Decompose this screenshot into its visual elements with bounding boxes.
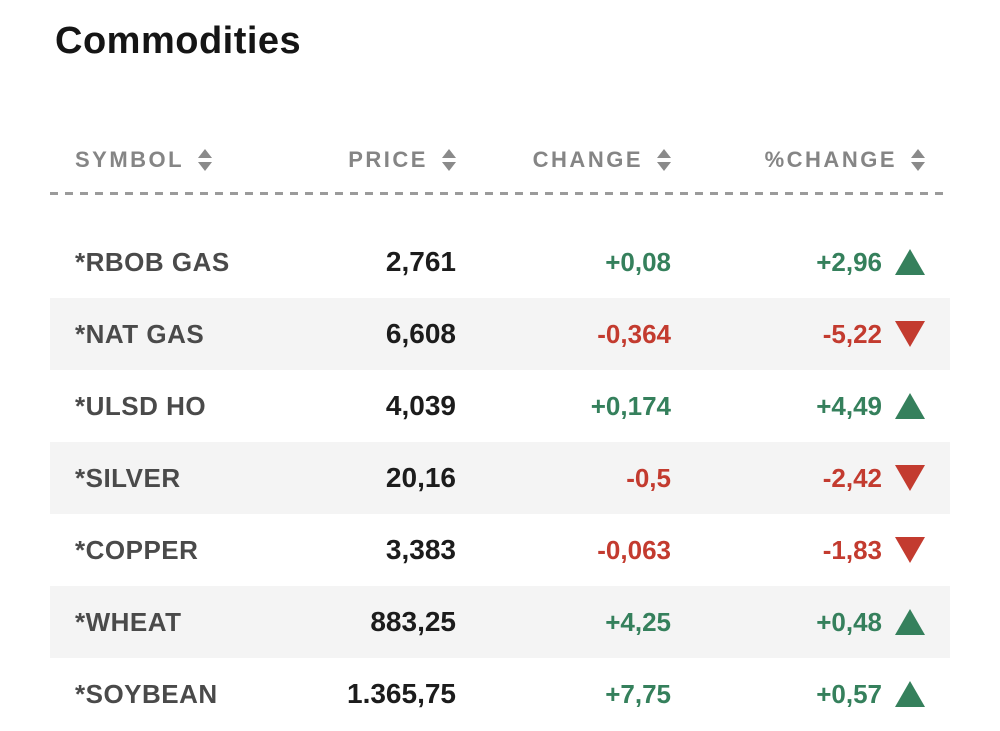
change-value: +4,25: [605, 606, 671, 637]
symbol-cell: *COPPER: [50, 514, 290, 586]
change-cell: +7,75: [460, 658, 675, 730]
trend-down-icon: [895, 321, 925, 347]
change-value: +7,75: [605, 678, 671, 709]
column-header-price-label: PRICE: [348, 147, 428, 172]
table-body: *RBOB GAS 2,761 +0,08 +2,96 *NAT GAS 6,6…: [50, 226, 950, 730]
sort-icon[interactable]: [657, 149, 671, 171]
price-cell: 3,383: [290, 514, 460, 586]
price-value: 4,039: [385, 390, 456, 421]
column-header-pct-change[interactable]: %CHANGE: [675, 128, 950, 192]
pct-change-cell: -1,83: [675, 514, 950, 586]
price-cell: 1.365,75: [290, 658, 460, 730]
trend-up-icon: [895, 393, 925, 419]
pct-change-value: +4,49: [816, 390, 882, 421]
change-value: +0,08: [605, 246, 671, 277]
price-cell: 883,25: [290, 586, 460, 658]
table-row[interactable]: *COPPER 3,383 -0,063 -1,83: [50, 514, 950, 586]
price-cell: 20,16: [290, 442, 460, 514]
pct-change-cell: +0,57: [675, 658, 950, 730]
page-title: Commodities: [55, 20, 302, 62]
pct-change-value: -1,83: [822, 534, 882, 565]
pct-change-cell: +4,49: [675, 370, 950, 442]
pct-change-value: -2,42: [822, 462, 882, 493]
pct-change-value: +0,48: [816, 606, 882, 637]
symbol-label: *SILVER: [75, 462, 181, 493]
change-cell: -0,364: [460, 298, 675, 370]
price-value: 1.365,75: [347, 678, 456, 709]
change-value: +0,174: [590, 390, 671, 421]
commodities-table: SYMBOL PRICE CHANGE %CHANGE *RBOB GAS 2,…: [50, 128, 950, 730]
trend-up-icon: [895, 249, 925, 275]
symbol-label: *WHEAT: [75, 606, 182, 637]
pct-change-value: -5,22: [822, 318, 882, 349]
table-row[interactable]: *NAT GAS 6,608 -0,364 -5,22: [50, 298, 950, 370]
table-row[interactable]: *ULSD HO 4,039 +0,174 +4,49: [50, 370, 950, 442]
price-value: 883,25: [370, 606, 456, 637]
change-cell: +0,174: [460, 370, 675, 442]
table-row[interactable]: *SILVER 20,16 -0,5 -2,42: [50, 442, 950, 514]
symbol-cell: *SOYBEAN: [50, 658, 290, 730]
symbol-cell: *WHEAT: [50, 586, 290, 658]
change-cell: -0,063: [460, 514, 675, 586]
symbol-cell: *RBOB GAS: [50, 226, 290, 298]
table-row[interactable]: *RBOB GAS 2,761 +0,08 +2,96: [50, 226, 950, 298]
pct-change-cell: -2,42: [675, 442, 950, 514]
symbol-label: *RBOB GAS: [75, 246, 230, 277]
symbol-cell: *SILVER: [50, 442, 290, 514]
trend-down-icon: [895, 465, 925, 491]
pct-change-cell: +2,96: [675, 226, 950, 298]
table-header: SYMBOL PRICE CHANGE %CHANGE: [50, 128, 950, 192]
pct-change-cell: +0,48: [675, 586, 950, 658]
change-cell: +0,08: [460, 226, 675, 298]
column-header-change[interactable]: CHANGE: [460, 128, 675, 192]
column-header-pct-change-label: %CHANGE: [764, 147, 897, 172]
symbol-label: *NAT GAS: [75, 318, 205, 349]
column-header-symbol-label: SYMBOL: [75, 147, 185, 172]
column-header-symbol[interactable]: SYMBOL: [50, 128, 290, 192]
dashed-divider: [50, 192, 950, 195]
trend-up-icon: [895, 609, 925, 635]
symbol-label: *COPPER: [75, 534, 199, 565]
price-value: 20,16: [385, 462, 456, 493]
change-cell: -0,5: [460, 442, 675, 514]
trend-down-icon: [895, 537, 925, 563]
column-header-price[interactable]: PRICE: [290, 128, 460, 192]
price-cell: 6,608: [290, 298, 460, 370]
table-row[interactable]: *SOYBEAN 1.365,75 +7,75 +0,57: [50, 658, 950, 730]
symbol-cell: *ULSD HO: [50, 370, 290, 442]
price-value: 6,608: [385, 318, 456, 349]
price-value: 2,761: [385, 246, 456, 277]
table-row[interactable]: *WHEAT 883,25 +4,25 +0,48: [50, 586, 950, 658]
change-cell: +4,25: [460, 586, 675, 658]
pct-change-value: +2,96: [816, 246, 882, 277]
symbol-cell: *NAT GAS: [50, 298, 290, 370]
price-cell: 4,039: [290, 370, 460, 442]
price-cell: 2,761: [290, 226, 460, 298]
trend-up-icon: [895, 681, 925, 707]
symbol-label: *ULSD HO: [75, 390, 207, 421]
sort-icon[interactable]: [911, 149, 925, 171]
pct-change-value: +0,57: [816, 678, 882, 709]
price-value: 3,383: [385, 534, 456, 565]
change-value: -0,5: [626, 462, 671, 493]
pct-change-cell: -5,22: [675, 298, 950, 370]
sort-icon[interactable]: [442, 149, 456, 171]
symbol-label: *SOYBEAN: [75, 678, 218, 709]
change-value: -0,364: [597, 318, 671, 349]
change-value: -0,063: [597, 534, 671, 565]
column-header-change-label: CHANGE: [532, 147, 643, 172]
sort-icon[interactable]: [198, 149, 213, 171]
